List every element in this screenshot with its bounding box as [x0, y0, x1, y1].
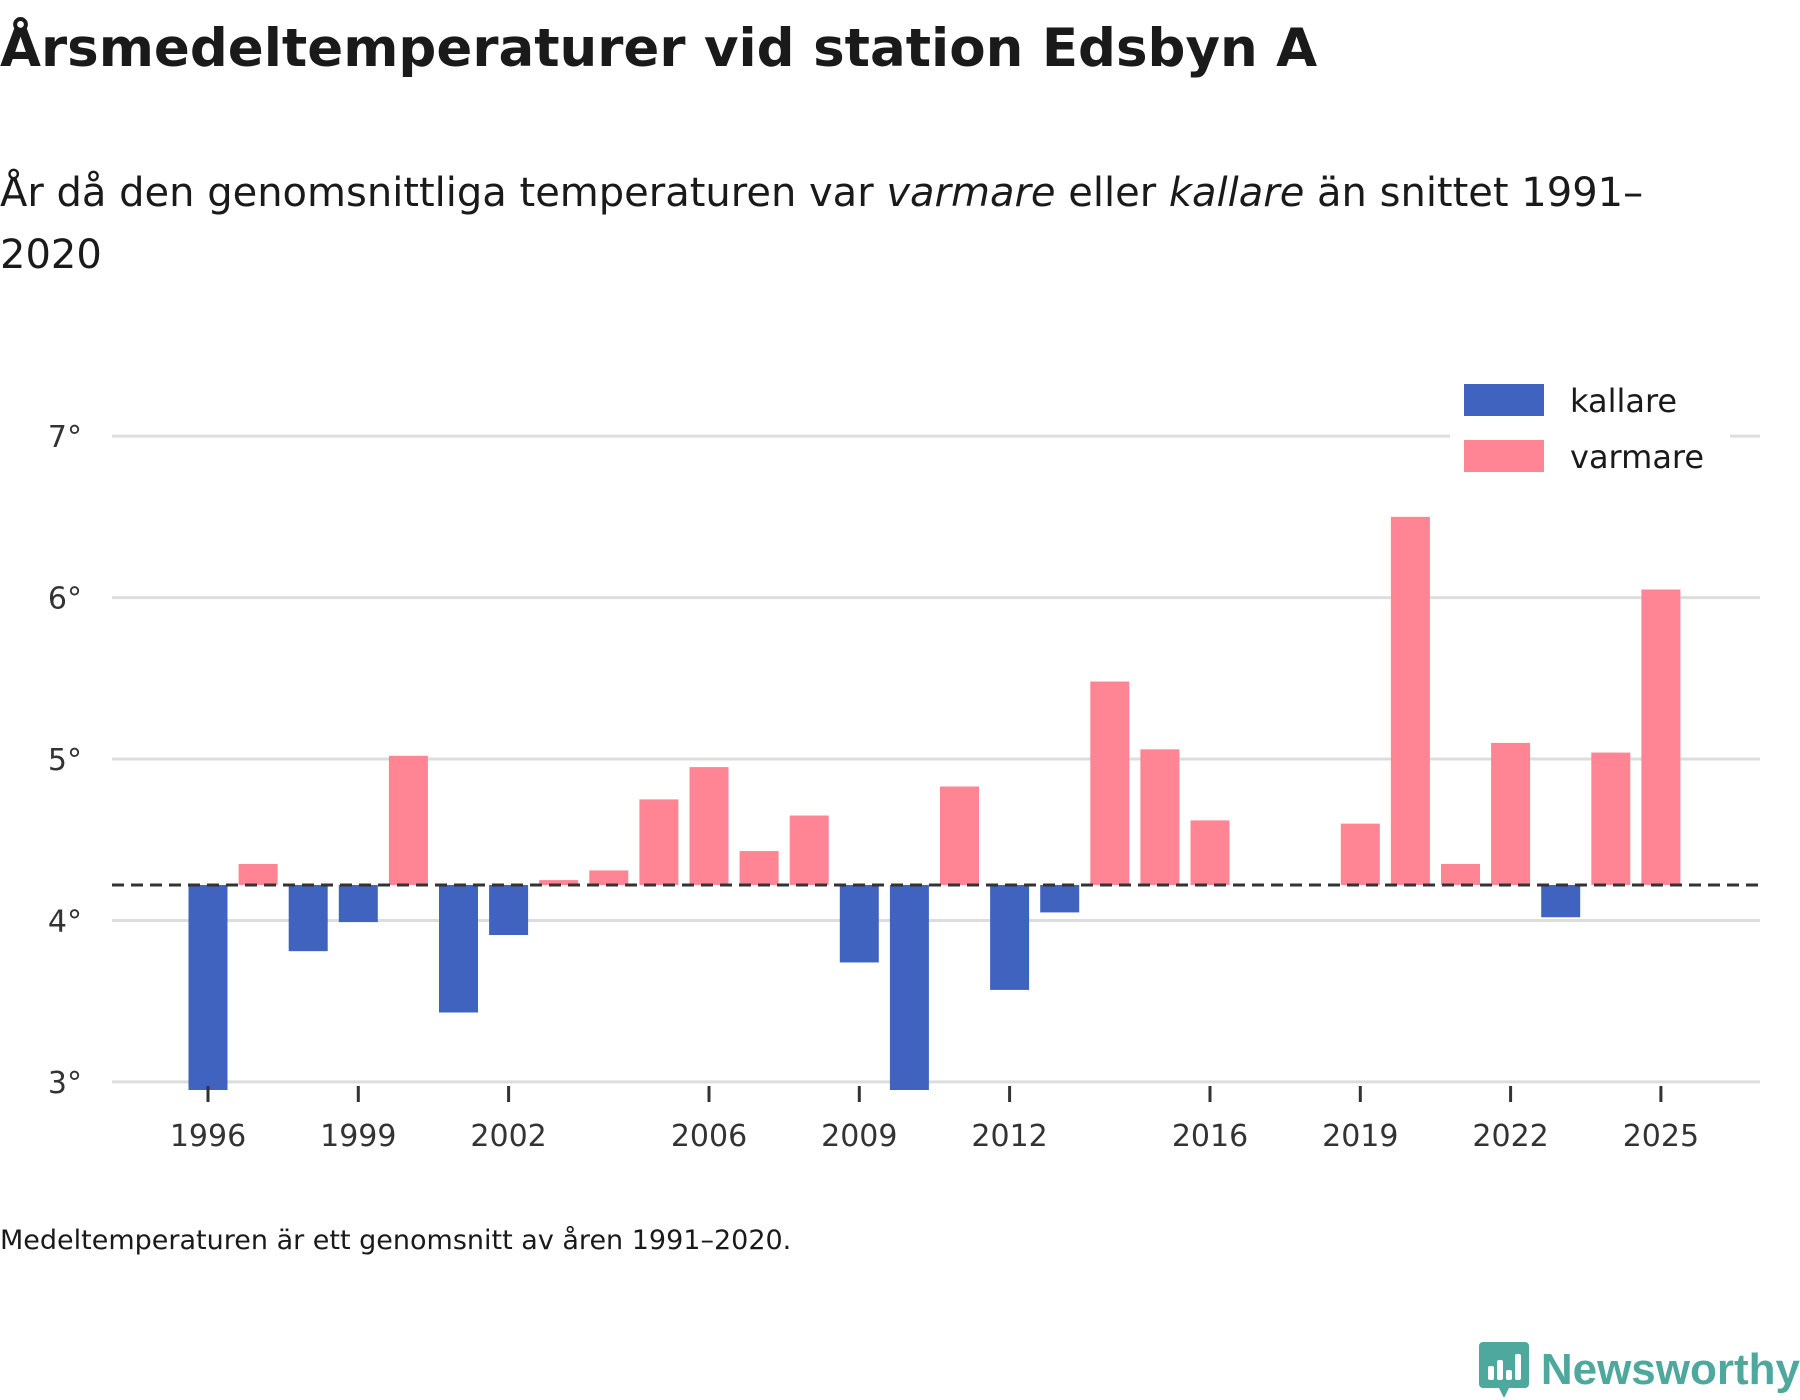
bar-2009 [839, 884, 879, 963]
bars [188, 516, 1681, 1090]
bar-2013 [1040, 884, 1080, 913]
chart-title: Årsmedeltemperaturer vid station Edsbyn … [0, 18, 1317, 79]
brand-name: Newsworthy [1540, 1345, 1800, 1394]
bar-1998 [288, 884, 328, 952]
y-tick-label: 5° [48, 743, 82, 778]
bar-2020 [1390, 516, 1430, 885]
title-station: Edsbyn A [1041, 18, 1318, 79]
y-tick-label: 7° [48, 420, 82, 455]
legend: kallare varmare [1450, 372, 1730, 497]
bar-2005 [639, 799, 679, 885]
bar-2025 [1641, 589, 1681, 885]
x-tick-label: 2025 [1623, 1119, 1699, 1154]
bar-1999 [338, 884, 378, 923]
footnote: Medeltemperaturen är ett genomsnitt av å… [0, 1225, 792, 1256]
newsworthy-logo-icon [1478, 1342, 1529, 1398]
legend-label-cold: kallare [1570, 382, 1677, 420]
bar-2019 [1340, 823, 1380, 885]
bar-2022 [1491, 742, 1531, 885]
x-tick-label: 2012 [971, 1119, 1047, 1154]
subtitle-warm-word: varmare [886, 170, 1056, 216]
subtitle-part3: än snittet 1991–2020 [0, 170, 1644, 278]
y-tick-label: 3° [48, 1066, 82, 1101]
subtitle-part1: År då den genomsnittliga temperaturen va… [0, 170, 887, 216]
bar-1997 [238, 863, 278, 885]
bar-2021 [1441, 863, 1480, 885]
bar-2007 [739, 851, 779, 885]
bar-2002 [489, 884, 529, 936]
y-axis: 3° 4° 5° 6° 7° [48, 420, 82, 1101]
subtitle-part2: eller [1055, 170, 1169, 216]
bar-1996 [188, 884, 228, 1090]
legend-label-warm: varmare [1570, 438, 1704, 476]
y-tick-label: 6° [48, 582, 82, 617]
bar-2010 [889, 884, 929, 1090]
bar-2000 [388, 755, 428, 885]
bar-2024 [1591, 752, 1631, 885]
y-tick-label: 4° [48, 904, 82, 939]
x-tick-label: 2016 [1172, 1119, 1248, 1154]
bar-2014 [1090, 681, 1130, 885]
x-axis: 1996 1999 2002 2006 2009 2012 2016 2019 2022 2025 [170, 1086, 1699, 1154]
bar-2001 [439, 884, 478, 1013]
x-tick-label: 2019 [1322, 1119, 1398, 1154]
x-tick-label: 1999 [320, 1119, 396, 1154]
x-tick-label: 2002 [470, 1119, 546, 1154]
legend-swatch-warm [1464, 440, 1544, 472]
x-tick-label: 2006 [671, 1119, 747, 1154]
bar-2023 [1541, 884, 1581, 918]
x-tick-label: 2009 [821, 1119, 897, 1154]
bar-2004 [589, 870, 629, 885]
bar-2012 [990, 884, 1030, 990]
bar-2011 [940, 786, 979, 885]
legend-swatch-cold [1464, 384, 1544, 416]
title-prefix: Årsmedeltemperaturer vid station [0, 18, 1042, 79]
bar-chart: 3° 4° 5° 6° 7° 1996 1999 2002 2006 2009 2012 2016 2… [48, 372, 1760, 1154]
bar-2008 [789, 815, 829, 885]
subtitle-cold-word: kallare [1168, 170, 1305, 216]
bar-2003 [539, 880, 579, 885]
bar-2006 [689, 767, 729, 885]
x-tick-label: 1996 [170, 1119, 246, 1154]
brand-logo: Newsworthy [1478, 1340, 1800, 1400]
bar-2015 [1140, 749, 1180, 885]
bar-2016 [1190, 820, 1230, 885]
chart-subtitle: År då den genomsnittliga temperaturen va… [0, 162, 1700, 286]
x-tick-label: 2022 [1472, 1119, 1548, 1154]
